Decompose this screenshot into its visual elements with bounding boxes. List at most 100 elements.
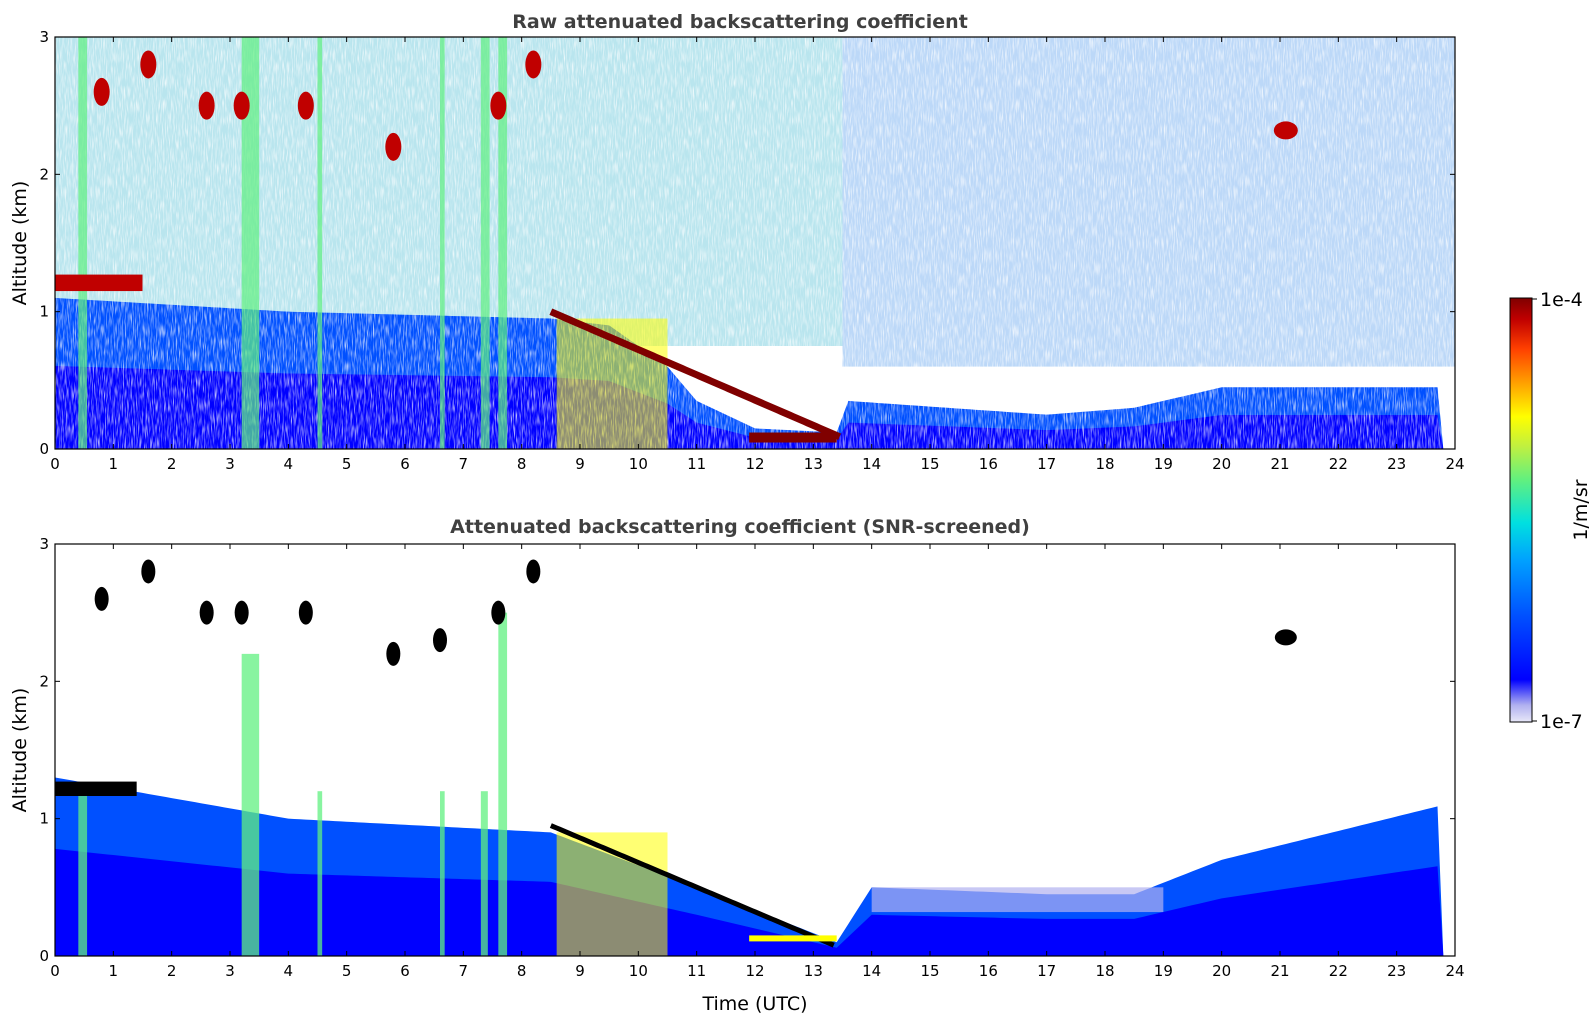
panel1-title: Raw attenuated backscattering coefficien… <box>512 11 968 33</box>
cirrus-cloud <box>233 91 250 120</box>
x-tick-label: 12 <box>745 455 764 473</box>
isolated-cloud <box>1274 629 1297 646</box>
x-tick-label: 15 <box>920 455 939 473</box>
y-tick-label: 2 <box>39 165 49 183</box>
snr-screened-panel: Attenuated backscattering coefficient (S… <box>9 516 1465 1015</box>
x-tick-label: 23 <box>1387 962 1406 980</box>
x-tick-label: 3 <box>225 455 235 473</box>
aerosol-plume <box>317 37 323 449</box>
x-tick-label: 8 <box>517 455 527 473</box>
x-tick-label: 20 <box>1212 455 1231 473</box>
aerosol-plume <box>317 791 323 956</box>
faint-aerosol-region <box>871 887 1164 913</box>
x-tick-label: 24 <box>1445 455 1464 473</box>
x-tick-label: 10 <box>629 962 648 980</box>
cirrus-cloud <box>141 559 156 584</box>
cirrus-cloud <box>433 628 447 653</box>
aerosol-plume <box>480 37 490 449</box>
x-tick-label: 20 <box>1212 962 1231 980</box>
aerosol-plume <box>241 37 260 449</box>
cirrus-cloud <box>298 600 313 625</box>
cirrus-cloud <box>199 600 214 625</box>
x-tick-label: 9 <box>575 455 585 473</box>
y-tick-label: 3 <box>39 535 49 553</box>
x-tick-label: 11 <box>687 962 706 980</box>
low-cloud-layer <box>55 274 143 292</box>
x-tick-label: 5 <box>342 962 352 980</box>
x-tick-label: 5 <box>342 455 352 473</box>
x-tick-label: 12 <box>745 962 764 980</box>
x-tick-label: 22 <box>1329 455 1348 473</box>
cirrus-cloud <box>198 91 215 120</box>
x-tick-label: 16 <box>979 962 998 980</box>
aerosol-plume <box>78 37 88 449</box>
cirrus-cloud <box>297 91 314 120</box>
x-tick-label: 1 <box>109 962 119 980</box>
colorbar-max-label: 1e-4 <box>1540 289 1583 311</box>
y-tick-label: 2 <box>39 672 49 690</box>
x-tick-label: 7 <box>459 962 469 980</box>
panel1-y-axis: 0 1 2 3 <box>39 28 1455 458</box>
colorbar: 1e-4 1e-7 1/m/sr <box>1509 289 1592 733</box>
descending-cloud-base <box>549 308 841 440</box>
cirrus-cloud <box>93 77 110 106</box>
x-tick-label: 13 <box>804 962 823 980</box>
x-tick-label: 14 <box>862 962 881 980</box>
cirrus-cloud <box>490 91 507 120</box>
x-tick-label: 8 <box>517 962 527 980</box>
x-tick-label: 0 <box>50 962 60 980</box>
panel1-ylabel: Altitude (km) <box>9 181 31 306</box>
x-tick-label: 14 <box>862 455 881 473</box>
x-tick-label: 16 <box>979 455 998 473</box>
aerosol-plume <box>480 791 488 956</box>
isolated-cloud <box>1273 121 1298 140</box>
x-tick-label: 19 <box>1154 962 1173 980</box>
descending-cloud-base <box>549 823 835 948</box>
cirrus-cloud <box>234 600 249 625</box>
x-tick-label: 0 <box>50 455 60 473</box>
y-tick-label: 0 <box>39 440 49 458</box>
x-tick-label: 6 <box>400 962 410 980</box>
x-tick-label: 21 <box>1270 962 1289 980</box>
raw-backscatter-heatmap <box>55 37 1455 449</box>
x-tick-label: 24 <box>1445 962 1464 980</box>
x-tick-label: 17 <box>1037 962 1056 980</box>
x-tick-label: 18 <box>1095 455 1114 473</box>
x-tick-label: 15 <box>920 962 939 980</box>
cirrus-cloud <box>526 559 541 584</box>
aerosol-plume <box>241 653 260 956</box>
panel2-title: Attenuated backscattering coefficient (S… <box>450 516 1030 538</box>
x-tick-label: 4 <box>284 455 294 473</box>
aerosol-plume <box>498 612 508 956</box>
low-cloud-layer <box>55 781 137 797</box>
x-tick-label: 4 <box>284 962 294 980</box>
x-tick-label: 9 <box>575 962 585 980</box>
low-stratus-layer <box>749 432 837 443</box>
x-tick-label: 22 <box>1329 962 1348 980</box>
x-tick-label: 23 <box>1387 455 1406 473</box>
aerosol-plume <box>498 37 508 449</box>
x-tick-label: 2 <box>167 455 177 473</box>
x-tick-label: 19 <box>1154 455 1173 473</box>
x-tick-label: 1 <box>109 455 119 473</box>
panel2-xlabel: Time (UTC) <box>701 993 807 1015</box>
x-tick-label: 7 <box>459 455 469 473</box>
aerosol-plume <box>78 791 88 956</box>
colorbar-gradient <box>1509 297 1533 723</box>
screened-boundary-core <box>55 848 1444 956</box>
x-tick-label: 13 <box>804 455 823 473</box>
x-tick-label: 11 <box>687 455 706 473</box>
x-tick-label: 18 <box>1095 962 1114 980</box>
x-tick-label: 6 <box>400 455 410 473</box>
cirrus-cloud <box>491 600 506 625</box>
x-tick-label: 17 <box>1037 455 1056 473</box>
panel1-x-axis: 0 1 2 3 4 5 6 7 8 9 10 11 12 13 14 15 16 17 18 19 20 21 22 23 24 <box>50 37 1465 473</box>
raw-backscatter-panel: Raw attenuated backscattering coefficien… <box>9 11 1465 473</box>
y-tick-label: 0 <box>39 947 49 965</box>
cirrus-cloud <box>140 50 157 79</box>
cirrus-cloud <box>525 50 542 79</box>
x-tick-label: 21 <box>1270 455 1289 473</box>
x-tick-label: 3 <box>225 962 235 980</box>
y-tick-label: 1 <box>39 303 49 321</box>
